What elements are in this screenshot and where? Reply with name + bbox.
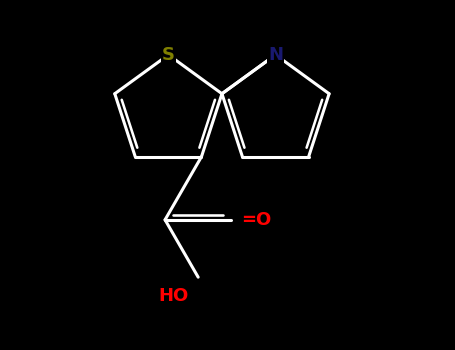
Text: HO: HO xyxy=(158,287,189,304)
Text: N: N xyxy=(268,46,283,64)
Text: =O: =O xyxy=(241,211,271,229)
Text: S: S xyxy=(162,46,175,64)
